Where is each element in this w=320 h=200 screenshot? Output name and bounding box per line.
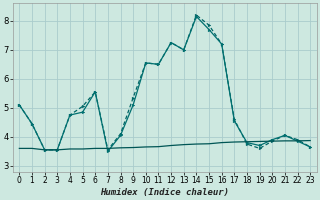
X-axis label: Humidex (Indice chaleur): Humidex (Indice chaleur)	[100, 188, 229, 197]
